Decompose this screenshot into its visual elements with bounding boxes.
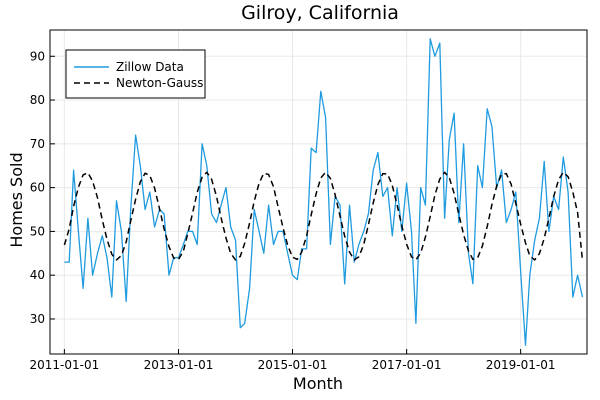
series-group <box>63 38 584 346</box>
y-tick-label: 90 <box>30 49 45 63</box>
x-tick-label: 2019-01-01 <box>486 358 556 372</box>
legend-box <box>65 49 206 99</box>
legend-label-newton: Newton-Gauss <box>116 76 203 90</box>
series-line-newton-gauss <box>63 171 584 261</box>
x-tick-label: 2011-01-01 <box>29 358 99 372</box>
legend-label-zillow: Zillow Data <box>116 60 184 74</box>
plot-frame <box>49 29 588 355</box>
y-tick-label: 40 <box>30 268 45 282</box>
series-line-zillow <box>64 38 584 346</box>
y-tick-label: 30 <box>30 312 45 326</box>
chart-title: Gilroy, California <box>241 2 399 24</box>
y-tick-label: 70 <box>30 137 45 151</box>
x-axis-label: Month <box>293 374 343 393</box>
y-axis-label: Homes Sold <box>7 152 26 247</box>
x-tick-label: 2013-01-01 <box>144 358 214 372</box>
y-tick-label: 60 <box>30 181 45 195</box>
y-tick-label: 80 <box>30 93 45 107</box>
x-tick-label: 2017-01-01 <box>372 358 442 372</box>
x-tick-label: 2015-01-01 <box>258 358 328 372</box>
legend: Zillow Data Newton-Gauss <box>65 49 206 99</box>
ticks: 2011-01-01 2013-01-01 2015-01-01 2017-01-01… <box>29 49 555 372</box>
y-tick-label: 50 <box>30 224 45 238</box>
